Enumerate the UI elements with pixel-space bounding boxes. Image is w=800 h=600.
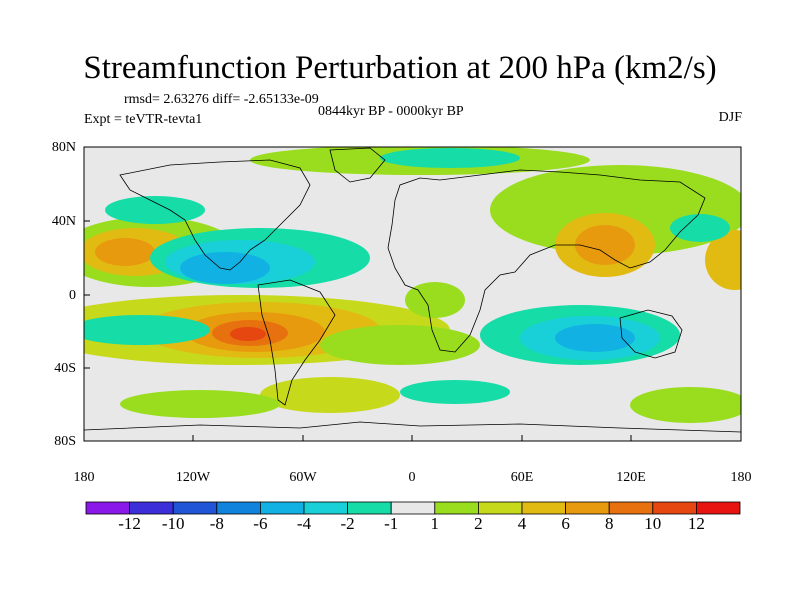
colorbar-swatch [216,501,261,515]
colorbar-swatch [521,501,566,515]
colorbar-swatch [565,501,610,515]
positive-anomaly-region [260,377,400,413]
lon-label-120e: 120E [616,470,646,485]
colorbar [85,501,741,515]
greenland-outline [329,147,386,183]
negative-anomaly-region [670,214,730,242]
colorbar-label: 2 [474,514,483,533]
period-text: 0844kyr BP - 0000kyr BP [318,104,464,119]
africa-eurasia-outline [387,169,706,353]
negative-anomaly-region [380,148,520,168]
lon-label-180w: 180 [73,470,95,485]
colorbar-label: 12 [687,514,705,533]
positive-anomaly-core [230,327,266,341]
colorbar-label: 1 [430,514,440,533]
lat-label-40s: 40S [54,361,76,376]
lat-label-0: 0 [69,288,76,303]
colorbar-label: -1 [384,514,399,533]
positive-anomaly-region [405,282,465,318]
colorbar-swatch [347,501,392,515]
lon-label-0: 0 [408,470,416,485]
lon-label-60e: 60E [510,470,534,485]
colorbar-label: 6 [561,514,570,533]
negative-anomaly-region [105,196,205,224]
colorbar-swatch [608,501,654,515]
coastlines [84,147,741,433]
axis-ticks [83,146,742,442]
colorbar-label: -8 [209,514,224,533]
colorbar-swatch [652,501,697,515]
lat-label-80n: 80N [51,140,76,155]
antarctica-outline [84,421,741,433]
lat-label-40n: 40N [51,214,76,229]
stats-text: rmsd= 2.63276 diff= -2.65133e-09 [124,92,319,107]
colorbar-label: -4 [296,514,312,533]
map-title: Streamfunction Perturbation at 200 hPa (… [83,50,717,86]
colorbar-swatch [696,501,741,515]
season-text: DJF [718,110,742,125]
colorbar-label: 8 [604,514,614,533]
experiment-text: Expt = teVTR-tevta1 [84,112,203,127]
positive-anomaly-core [575,225,635,265]
colorbar-label: 10 [644,514,662,533]
colorbar-label: 4 [517,514,527,533]
colorbar-swatch [477,501,523,515]
south-america-outline [257,279,336,406]
positive-anomaly-core [95,238,155,266]
lon-label-180e: 180 [730,470,752,485]
positive-anomaly-region [320,325,480,365]
colorbar-swatch [85,501,130,515]
lon-label-120w: 120W [175,470,211,485]
colorbar-swatch [172,501,218,515]
negative-anomaly-region [400,380,510,404]
colorbar-label: -2 [340,514,355,533]
colorbar-label: -10 [161,514,185,533]
lon-label-60w: 60W [289,470,317,485]
lat-label-80s: 80S [54,434,76,449]
positive-anomaly-region [705,230,741,290]
negative-anomaly-region [84,315,210,345]
colorbar-swatch [390,501,436,515]
colorbar-swatch [434,501,479,515]
colorbar-swatch [303,501,348,515]
negative-anomaly-core [180,252,270,284]
north-america-outline [119,159,311,271]
negative-anomaly-core [555,324,635,352]
colorbar-swatch [129,501,174,515]
positive-anomaly-region [630,387,741,423]
colorbar-label: -6 [253,514,268,533]
colorbar-swatch [259,501,305,515]
australia-outline [619,309,683,359]
positive-anomaly-region [120,390,280,418]
colorbar-label: -12 [118,514,141,533]
